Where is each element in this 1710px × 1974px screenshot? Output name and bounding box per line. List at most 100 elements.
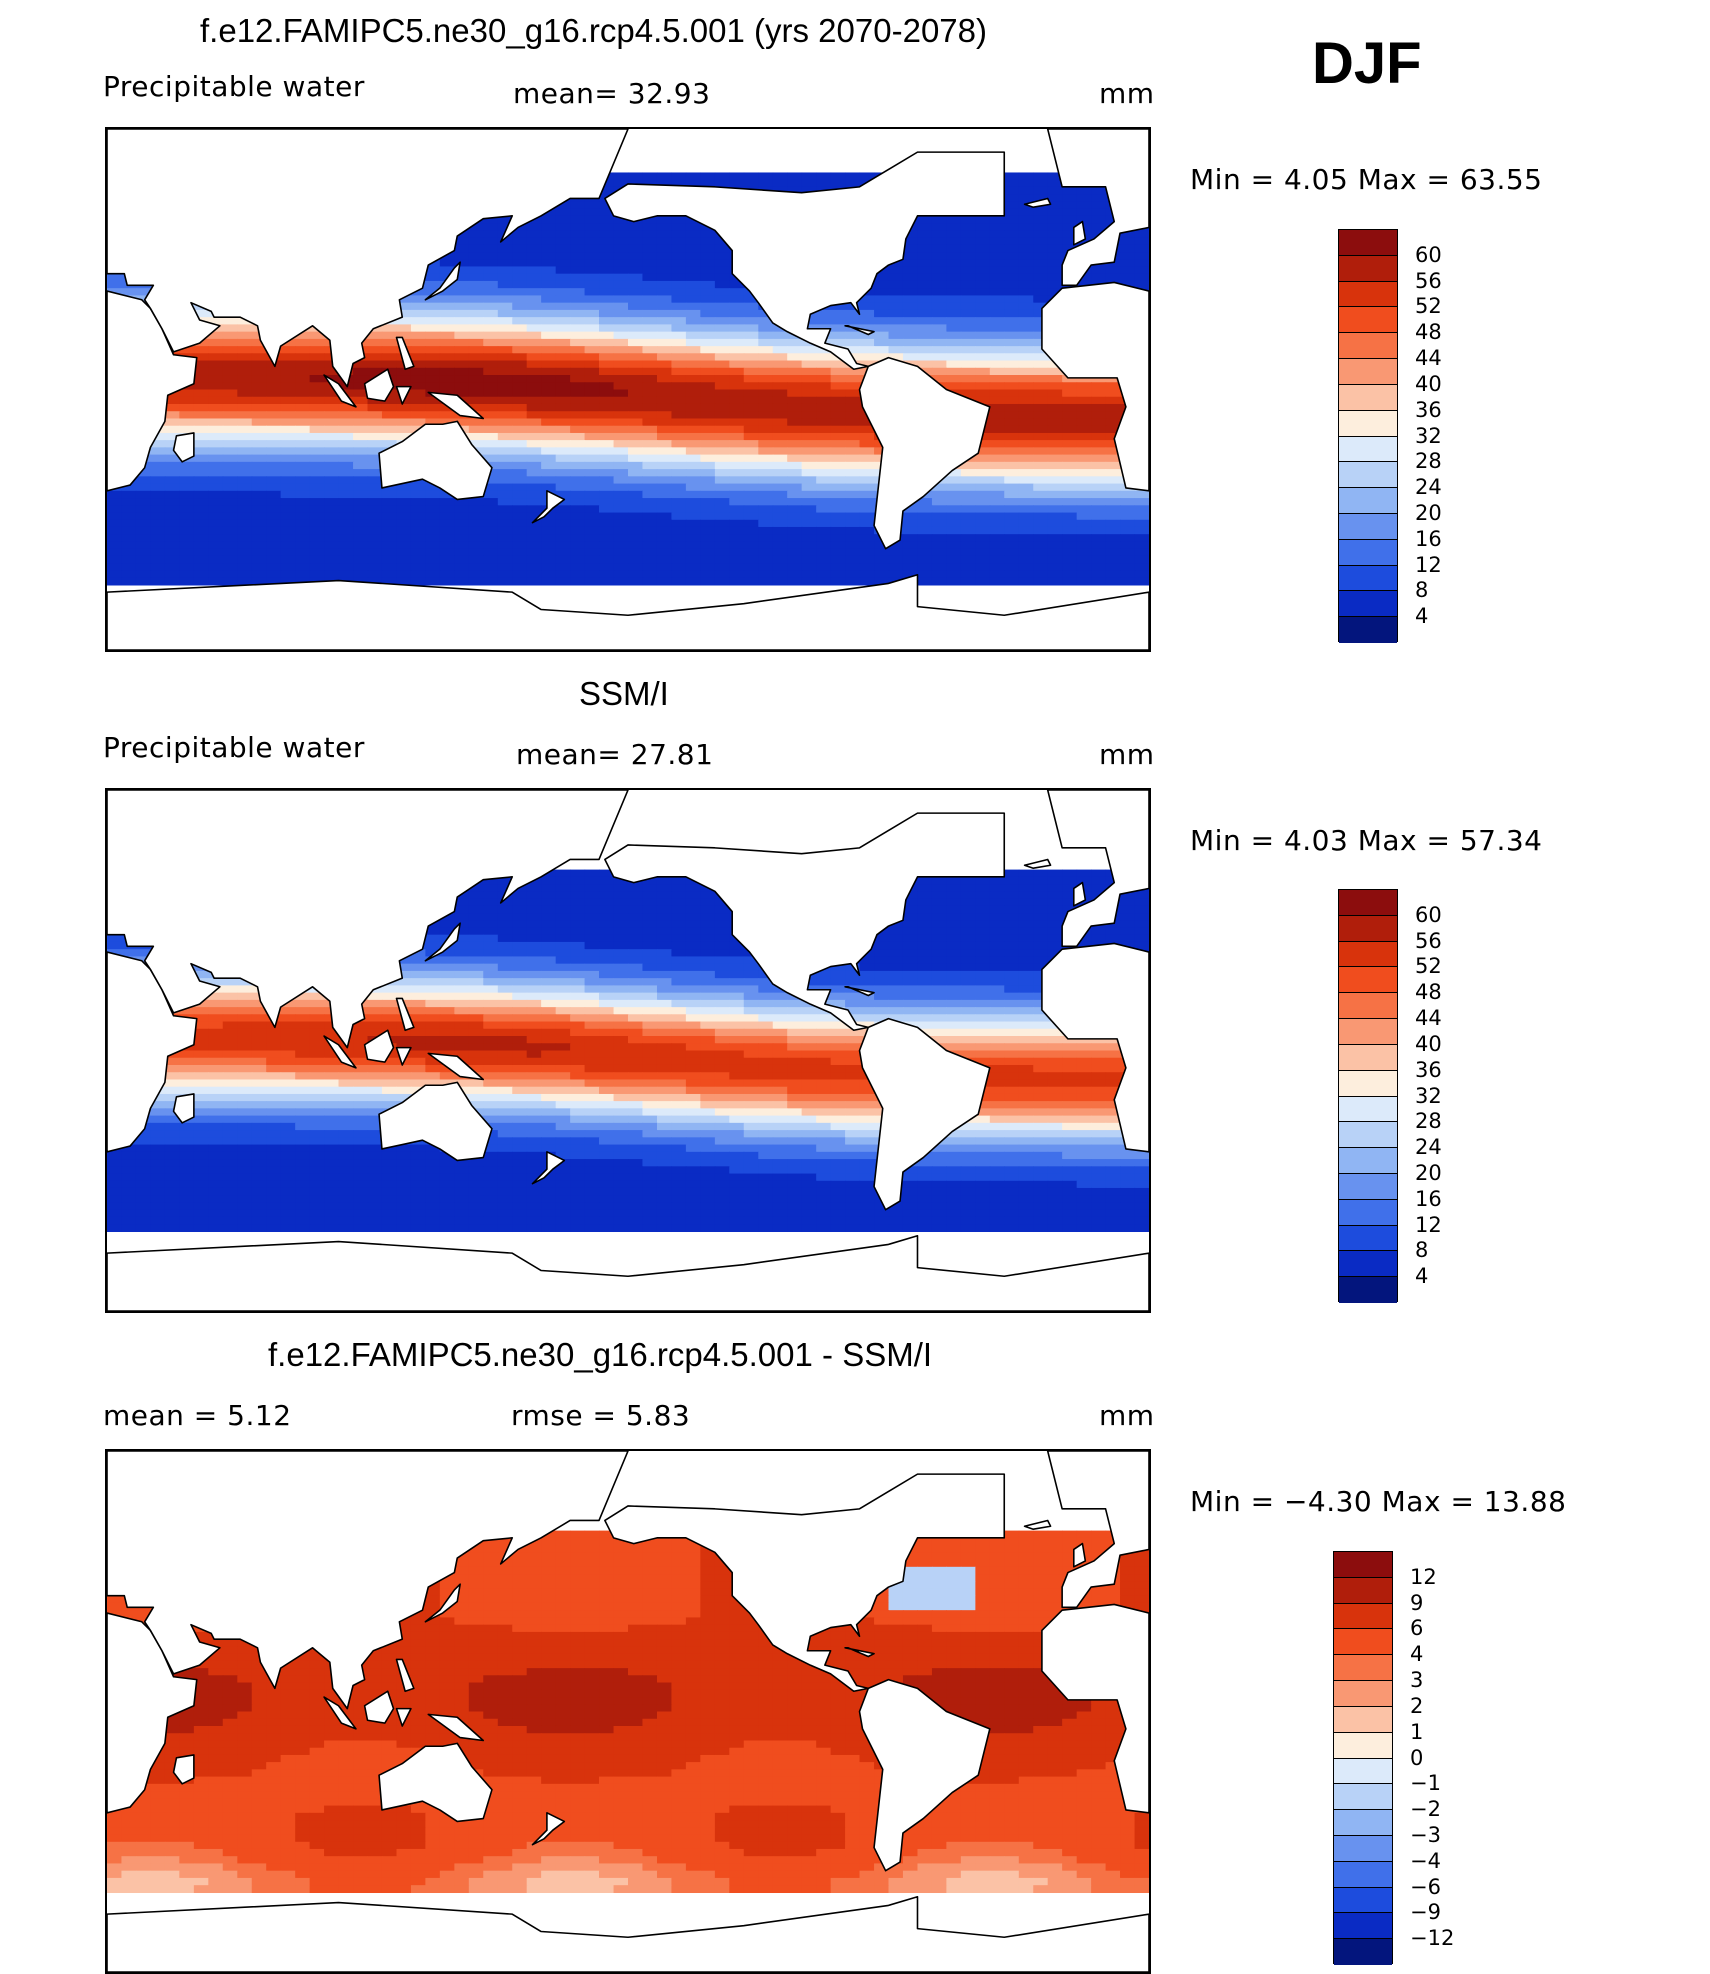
colorbar-swatch <box>1339 1096 1397 1123</box>
panel2-map <box>105 788 1151 1313</box>
land-masses <box>107 129 1149 650</box>
colorbar-label: −6 <box>1410 1874 1441 1899</box>
panel1-units: mm <box>1099 77 1155 110</box>
colorbar-swatch <box>1339 967 1397 994</box>
colorbar-swatch <box>1339 333 1397 360</box>
colorbar-swatch <box>1339 993 1397 1020</box>
colorbar-swatch <box>1339 565 1397 592</box>
colorbar-swatch <box>1339 539 1397 566</box>
colorbar-label: 56 <box>1415 268 1442 293</box>
colorbar-label: 48 <box>1415 320 1442 345</box>
colorbar-swatch <box>1334 1732 1392 1759</box>
colorbar-swatch <box>1339 617 1397 643</box>
colorbar-label: 12 <box>1410 1564 1437 1589</box>
panel2-colorbar <box>1338 889 1398 1303</box>
panel3-colorbar <box>1333 1551 1393 1965</box>
season-label: DJF <box>1312 31 1422 96</box>
colorbar-swatch <box>1334 1758 1392 1785</box>
colorbar-swatch <box>1339 1199 1397 1226</box>
colorbar-swatch <box>1339 488 1397 514</box>
colorbar-label: 60 <box>1415 242 1442 267</box>
colorbar-swatch <box>1339 1122 1397 1149</box>
colorbar-label: 4 <box>1410 1642 1424 1667</box>
colorbar-swatch <box>1339 890 1397 916</box>
colorbar-label: 4 <box>1415 1264 1429 1289</box>
colorbar-swatch <box>1339 462 1397 489</box>
colorbar-label: 32 <box>1415 1083 1442 1108</box>
colorbar-swatch <box>1334 1552 1392 1578</box>
colorbar-swatch <box>1339 1148 1397 1174</box>
colorbar-label: 20 <box>1415 1160 1442 1185</box>
colorbar-swatch <box>1339 307 1397 334</box>
colorbar-label: 52 <box>1415 954 1442 979</box>
colorbar-swatch <box>1339 915 1397 942</box>
panel1-map <box>105 127 1151 652</box>
panel2-left-label: Precipitable water <box>103 731 365 764</box>
colorbar-swatch <box>1334 1835 1392 1862</box>
colorbar-swatch <box>1334 1706 1392 1733</box>
map-svg <box>107 790 1149 1311</box>
colorbar-swatch <box>1339 410 1397 437</box>
colorbar-label: 48 <box>1415 980 1442 1005</box>
colorbar-swatch <box>1334 1655 1392 1682</box>
colorbar-label: 36 <box>1415 397 1442 422</box>
colorbar-swatch <box>1334 1577 1392 1604</box>
colorbar-swatch <box>1334 1681 1392 1707</box>
colorbar-label: 56 <box>1415 928 1442 953</box>
colorbar-label: 36 <box>1415 1057 1442 1082</box>
colorbar-label: 40 <box>1415 1031 1442 1056</box>
colorbar-swatch <box>1339 359 1397 385</box>
colorbar-label: 16 <box>1415 526 1442 551</box>
colorbar-label: 9 <box>1410 1590 1424 1615</box>
panel1-colorbar <box>1338 229 1398 643</box>
panel2-center-label: mean= 27.81 <box>516 738 714 771</box>
colorbar-label: −12 <box>1410 1926 1455 1951</box>
colorbar-swatch <box>1339 1019 1397 1045</box>
colorbar-swatch <box>1339 1173 1397 1200</box>
colorbar-swatch <box>1339 1070 1397 1097</box>
panel3-left-label: mean = 5.12 <box>103 1399 292 1432</box>
panel1-title: f.e12.FAMIPC5.ne30_g16.rcp4.5.001 (yrs 2… <box>200 12 987 49</box>
colorbar-label: 28 <box>1415 1109 1442 1134</box>
panel3-units: mm <box>1099 1399 1155 1432</box>
colorbar-swatch <box>1334 1629 1392 1656</box>
colorbar-label: −1 <box>1410 1771 1441 1796</box>
colorbar-label: 12 <box>1415 552 1442 577</box>
colorbar-swatch <box>1339 1225 1397 1252</box>
panel2-minmax: Min = 4.03 Max = 57.34 <box>1190 824 1543 857</box>
colorbar-label: 60 <box>1415 902 1442 927</box>
colorbar-swatch <box>1339 281 1397 308</box>
colorbar-label: 4 <box>1415 604 1429 629</box>
panel3-center-label: rmse = 5.83 <box>511 1399 691 1432</box>
colorbar-swatch <box>1334 1887 1392 1914</box>
colorbar-swatch <box>1339 230 1397 256</box>
colorbar-swatch <box>1334 1603 1392 1630</box>
colorbar-label: 40 <box>1415 371 1442 396</box>
colorbar-label: 24 <box>1415 475 1442 500</box>
colorbar-label: 24 <box>1415 1135 1442 1160</box>
colorbar-swatch <box>1334 1939 1392 1965</box>
colorbar-swatch <box>1339 255 1397 282</box>
colorbar-swatch <box>1334 1784 1392 1811</box>
colorbar-label: 44 <box>1415 346 1442 371</box>
colorbar-swatch <box>1339 384 1397 411</box>
colorbar-label: −9 <box>1410 1900 1441 1925</box>
colorbar-swatch <box>1339 941 1397 968</box>
colorbar-label: 1 <box>1410 1719 1424 1744</box>
colorbar-swatch <box>1334 1913 1392 1940</box>
map-svg <box>107 1451 1149 1972</box>
map-svg <box>107 129 1149 650</box>
panel2-units: mm <box>1099 738 1155 771</box>
panel3-map <box>105 1449 1151 1974</box>
colorbar-label: 3 <box>1410 1668 1424 1693</box>
colorbar-label: 0 <box>1410 1745 1424 1770</box>
colorbar-swatch <box>1339 1044 1397 1071</box>
colorbar-swatch <box>1339 1277 1397 1303</box>
colorbar-label: 44 <box>1415 1006 1442 1031</box>
colorbar-label: −4 <box>1410 1848 1441 1873</box>
panel1-minmax: Min = 4.05 Max = 63.55 <box>1190 163 1543 196</box>
colorbar-label: 8 <box>1415 578 1429 603</box>
colorbar-swatch <box>1339 591 1397 618</box>
colorbar-label: 52 <box>1415 294 1442 319</box>
colorbar-label: 12 <box>1415 1212 1442 1237</box>
